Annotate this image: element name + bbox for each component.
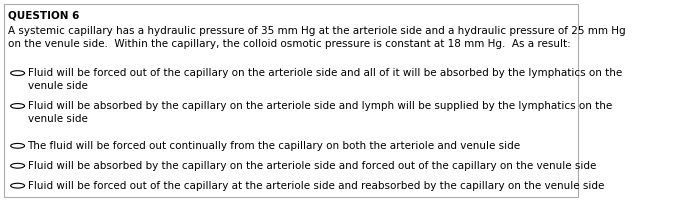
Text: Fluid will be absorbed by the capillary on the arteriole side and forced out of : Fluid will be absorbed by the capillary … (27, 161, 596, 171)
Text: QUESTION 6: QUESTION 6 (8, 10, 80, 20)
Text: A systemic capillary has a hydraulic pressure of 35 mm Hg at the arteriole side : A systemic capillary has a hydraulic pre… (8, 26, 626, 49)
Text: Fluid will be absorbed by the capillary on the arteriole side and lymph will be : Fluid will be absorbed by the capillary … (27, 101, 612, 124)
Text: Fluid will be forced out of the capillary on the arteriole side and all of it wi: Fluid will be forced out of the capillar… (27, 68, 622, 91)
Text: Fluid will be forced out of the capillary at the arteriole side and reabsorbed b: Fluid will be forced out of the capillar… (27, 181, 604, 191)
Text: The fluid will be forced out continually from the capillary on both the arteriol: The fluid will be forced out continually… (27, 141, 521, 151)
FancyBboxPatch shape (4, 4, 577, 197)
